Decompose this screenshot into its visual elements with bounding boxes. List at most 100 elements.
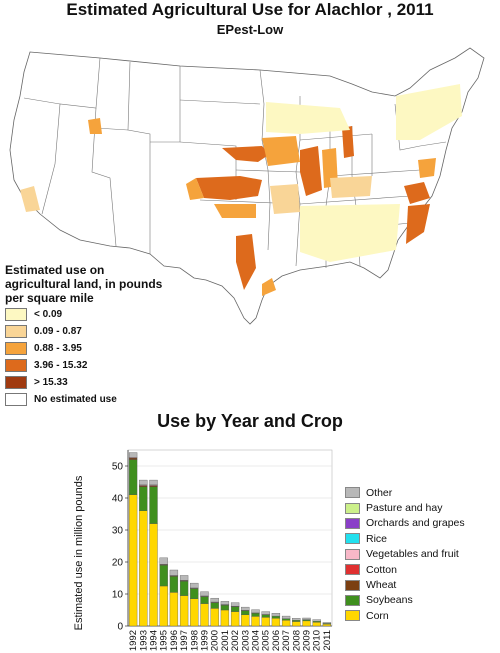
- bar-segment: [323, 622, 331, 623]
- bar-segment: [180, 575, 188, 580]
- bar-segment: [231, 612, 239, 626]
- crop-legend-label: Wheat: [366, 579, 396, 591]
- map-legend: < 0.09 0.09 - 0.87 0.88 - 3.95 3.96 - 15…: [5, 306, 117, 408]
- bar-segment: [180, 581, 188, 595]
- crop-legend-item: Other: [345, 485, 465, 500]
- legend-item: No estimated use: [5, 391, 117, 408]
- bar-segment: [170, 576, 178, 592]
- crop-legend-label: Soybeans: [366, 594, 413, 606]
- y-tick-label: 10: [112, 590, 124, 601]
- crop-legend-swatch: [345, 503, 360, 514]
- bar-segment: [150, 524, 158, 626]
- bar-segment: [272, 616, 280, 618]
- usage-kentucky: [330, 176, 372, 198]
- legend-label: 0.09 - 0.87: [34, 326, 82, 337]
- bar-segment: [231, 603, 239, 607]
- bar-segment: [221, 610, 229, 626]
- bar-segment: [252, 613, 260, 616]
- crop-legend-item: Wheat: [345, 577, 465, 592]
- legend-item: < 0.09: [5, 306, 117, 323]
- y-tick-label: 50: [112, 462, 124, 473]
- bar-segment: [303, 621, 311, 626]
- bar-segment: [262, 617, 270, 626]
- bar-segment: [211, 603, 219, 609]
- legend-swatch: [5, 393, 27, 406]
- bar-segment: [129, 453, 137, 458]
- bar-segment: [190, 583, 198, 588]
- usage-washington: [88, 118, 102, 134]
- bar-segment: [129, 495, 137, 626]
- bar-segment: [252, 610, 260, 613]
- bar-segment: [292, 620, 300, 621]
- bar-segment: [201, 592, 209, 596]
- crop-legend-item: Pasture and hay: [345, 500, 465, 515]
- bar-segment: [323, 624, 331, 626]
- bar-segment: [201, 597, 209, 604]
- usage-carolinas: [406, 204, 430, 244]
- bar-segment: [262, 615, 270, 618]
- y-tick-label: 0: [117, 622, 123, 633]
- bar-segment: [129, 460, 137, 495]
- bar-segment: [139, 486, 147, 487]
- crop-legend-label: Pasture and hay: [366, 502, 442, 514]
- bar-segment: [272, 618, 280, 626]
- bar-segment: [129, 458, 137, 460]
- bar-segment: [160, 558, 168, 564]
- chart-y-axis-label: Estimated use in million pounds: [73, 453, 85, 653]
- bar-segment: [150, 480, 158, 485]
- bar-segment: [160, 586, 168, 626]
- crop-legend-label: Cotton: [366, 564, 397, 576]
- crop-legend-item: Corn: [345, 608, 465, 623]
- chart-title: Use by Year and Crop: [0, 411, 500, 432]
- legend-swatch: [5, 359, 27, 372]
- y-tick-label: 30: [112, 526, 124, 537]
- legend-label: > 15.33: [34, 377, 68, 388]
- bar-segment: [170, 592, 178, 626]
- bar-segment: [292, 618, 300, 620]
- x-tick-label: 2011: [322, 630, 333, 650]
- bar-segment: [241, 611, 249, 615]
- bar-segment: [272, 613, 280, 616]
- plot-area: [128, 450, 332, 626]
- crop-legend-swatch: [345, 518, 360, 529]
- usage-ohio-east: [342, 126, 354, 158]
- crop-legend-label: Orchards and grapes: [366, 517, 465, 529]
- crop-legend-swatch: [345, 487, 360, 498]
- crop-legend-label: Other: [366, 487, 392, 499]
- bar-segment: [180, 596, 188, 626]
- bar-segment: [303, 618, 311, 620]
- legend-item: > 15.33: [5, 374, 117, 391]
- legend-heading: Estimated use on agricultural land, in p…: [5, 263, 165, 305]
- y-tick-label: 20: [112, 558, 124, 569]
- legend-label: < 0.09: [34, 309, 62, 320]
- bar-segment: [241, 615, 249, 626]
- crop-legend-swatch: [345, 533, 360, 544]
- bar-segment: [160, 565, 168, 586]
- crop-legend-swatch: [345, 580, 360, 591]
- bar-segment: [139, 511, 147, 626]
- crop-legend-label: Vegetables and fruit: [366, 548, 459, 560]
- crop-legend-swatch: [345, 549, 360, 560]
- crop-legend-swatch: [345, 564, 360, 575]
- legend-label: 0.88 - 3.95: [34, 343, 82, 354]
- bar-segment: [139, 487, 147, 511]
- bar-segment: [221, 601, 229, 604]
- legend-item: 0.88 - 3.95: [5, 340, 117, 357]
- usage-iowa: [262, 136, 300, 166]
- bar-segment: [150, 486, 158, 487]
- bar-segment: [282, 620, 290, 626]
- bar-segment: [221, 605, 229, 610]
- bar-segment: [190, 589, 198, 599]
- usage-missouri: [270, 184, 300, 214]
- bar-segment: [150, 487, 158, 524]
- bar-segment: [313, 620, 321, 622]
- legend-swatch: [5, 325, 27, 338]
- bar-segment: [201, 604, 209, 626]
- usage-kansas: [196, 176, 262, 200]
- bar-segment: [170, 570, 178, 575]
- bar-segment: [190, 599, 198, 626]
- bar-segment: [282, 619, 290, 621]
- bar-segment: [231, 607, 239, 612]
- crop-legend-item: Rice: [345, 531, 465, 546]
